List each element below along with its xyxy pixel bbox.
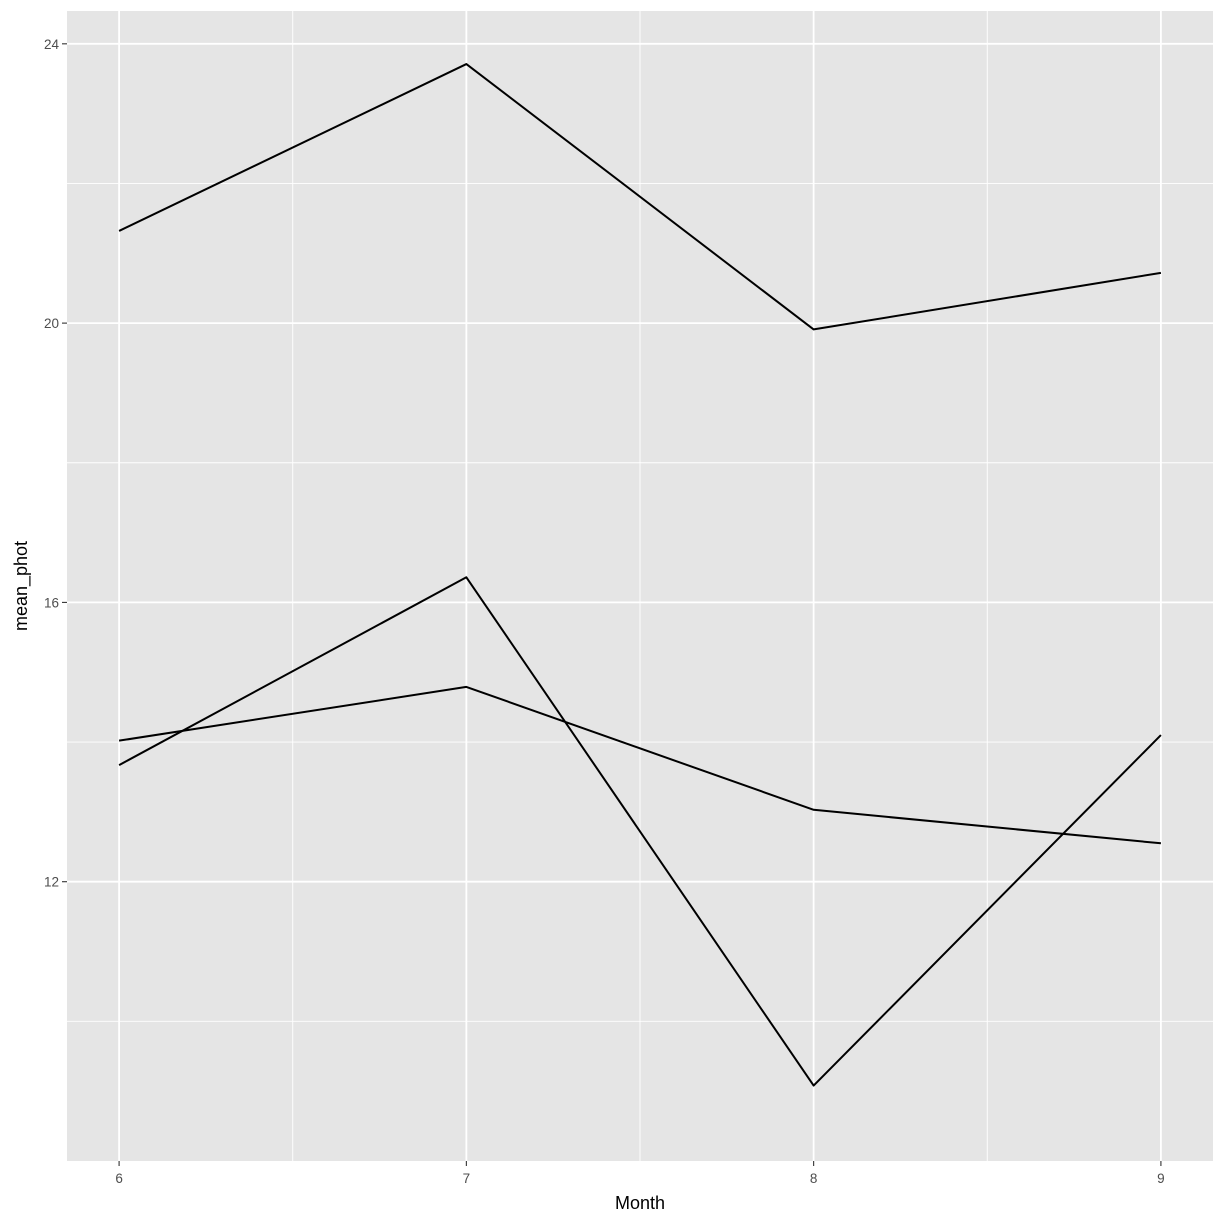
series-line-3 (118, 685, 1162, 845)
y-axis: 12 16 20 24 (44, 37, 67, 890)
x-tick-label: 7 (463, 1171, 471, 1186)
y-tick-label: 24 (44, 37, 60, 52)
y-tick-label: 12 (44, 875, 59, 890)
x-tick-label: 6 (115, 1171, 123, 1186)
x-axis: 6 7 8 9 (115, 1161, 1165, 1186)
minor-gridlines (67, 11, 1213, 1161)
y-tick-label: 20 (44, 316, 59, 331)
y-axis-title: mean_phot (11, 541, 32, 631)
major-gridlines (67, 11, 1213, 1161)
x-tick-label: 8 (810, 1171, 818, 1186)
y-tick-label: 16 (44, 595, 59, 610)
series-lines (118, 63, 1162, 1087)
series-line-2 (118, 576, 1162, 1087)
x-tick-label: 9 (1157, 1171, 1165, 1186)
series-line-1 (118, 63, 1162, 331)
x-axis-title: Month (615, 1193, 665, 1213)
